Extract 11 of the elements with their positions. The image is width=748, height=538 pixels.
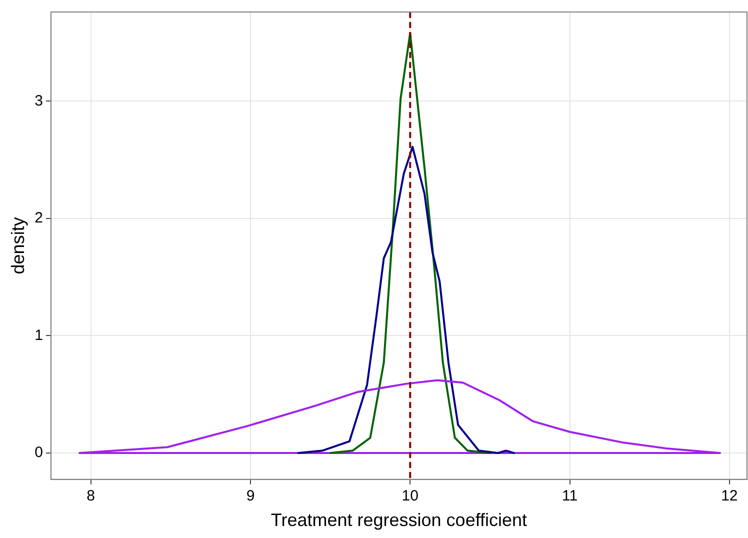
x-axis-title: Treatment regression coefficient [270,510,528,530]
y-tick-label: 0 [34,444,43,462]
x-tick-label: 11 [562,488,578,505]
y-axis-title: density [8,217,28,274]
x-tick-label: 9 [246,488,255,505]
y-tick-label: 1 [34,326,43,344]
y-tick-label: 3 [34,92,43,110]
x-tick-label: 8 [86,488,96,505]
x-tick-label: 12 [721,488,738,505]
x-tick-label: 10 [402,488,418,505]
y-tick-label: 2 [34,210,43,227]
